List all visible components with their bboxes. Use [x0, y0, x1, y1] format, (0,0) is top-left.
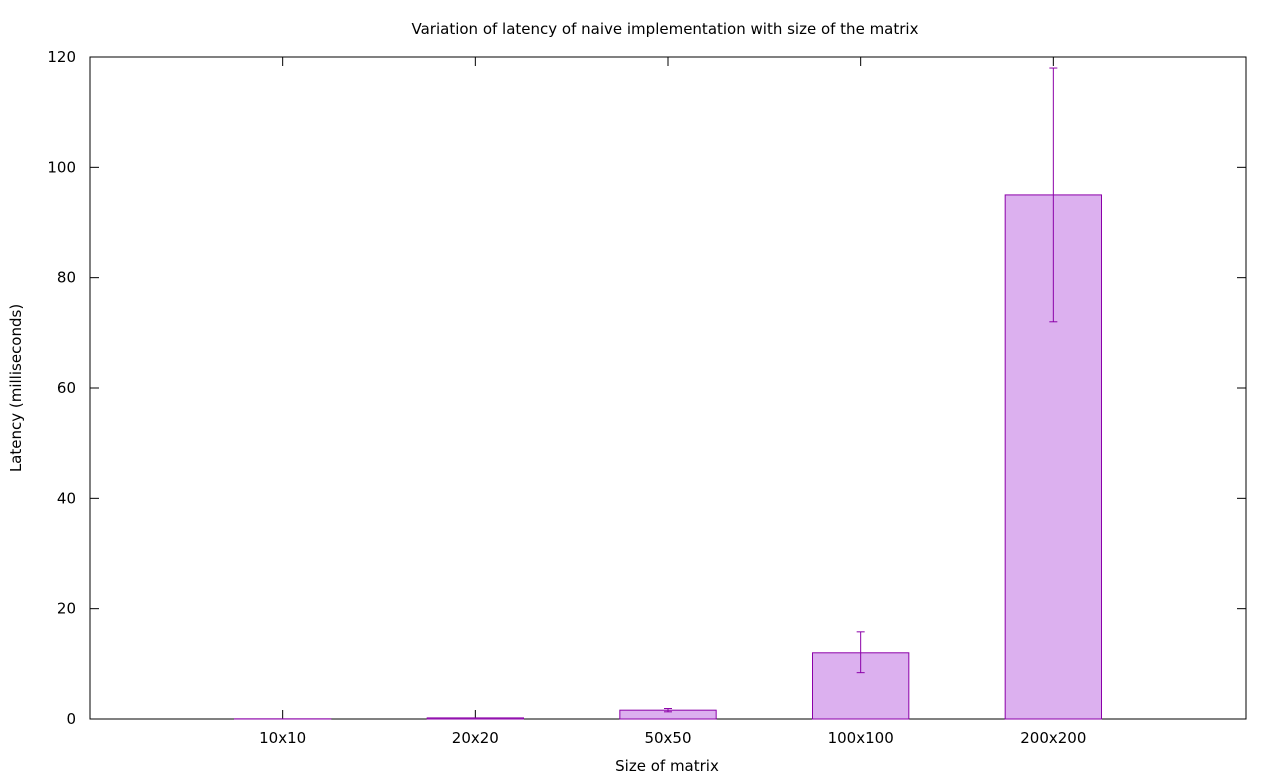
y-tick-label: 120: [47, 48, 76, 66]
error-bar: [664, 708, 672, 713]
y-tick-label: 0: [66, 710, 76, 728]
y-tick-label: 100: [47, 158, 76, 176]
y-tick-label: 60: [57, 379, 76, 397]
bars: [234, 194, 1103, 720]
x-tick-label: 100x100: [828, 729, 894, 747]
bar: [426, 717, 524, 720]
y-tick-label: 80: [57, 269, 76, 287]
x-axis: 10x10 20x20 50x50 100x100 200x200: [259, 57, 1086, 747]
y-axis-label: Latency (milliseconds): [7, 304, 25, 472]
y-axis: 0 20 40 60 80 100 120: [47, 48, 1246, 728]
y-tick-label: 40: [57, 489, 76, 507]
x-tick-label: 50x50: [644, 729, 691, 747]
x-tick-label: 20x20: [452, 729, 499, 747]
x-tick-label: 10x10: [259, 729, 306, 747]
chart-title: Variation of latency of naive implementa…: [412, 20, 919, 38]
y-tick-label: 20: [57, 600, 76, 618]
error-bars: [664, 67, 1058, 713]
bar: [812, 652, 910, 720]
error-bar: [1049, 67, 1058, 323]
error-bar: [856, 631, 865, 674]
x-tick-label: 200x200: [1020, 729, 1086, 747]
x-axis-label: Size of matrix: [615, 757, 719, 775]
